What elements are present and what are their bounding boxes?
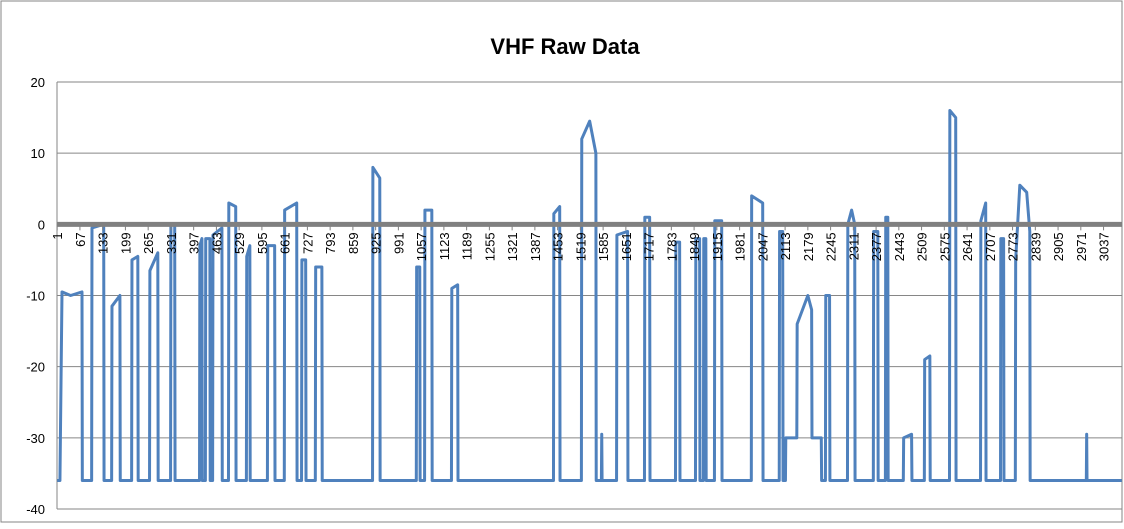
x-tick-label: 2377 [869, 232, 884, 261]
x-tick-label: 2443 [892, 232, 907, 261]
x-tick-label: 2707 [983, 232, 998, 261]
x-tick-label: 397 [187, 232, 202, 254]
x-tick-label: 2971 [1074, 232, 1089, 261]
y-tick-label: 10 [31, 146, 45, 161]
x-tick-label: 1651 [619, 232, 634, 261]
x-tick-label: 1981 [733, 232, 748, 261]
x-tick-label: 3037 [1097, 232, 1112, 261]
y-tick-label: -40 [26, 502, 45, 517]
x-tick-label: 2311 [846, 232, 861, 260]
x-tick-label: 859 [346, 232, 361, 254]
x-tick-label: 1915 [710, 232, 725, 261]
x-tick-label: 1717 [642, 232, 657, 261]
y-tick-label: 0 [38, 217, 45, 232]
x-tick-label: 331 [164, 232, 179, 254]
x-tick-label: 2575 [937, 232, 952, 261]
x-tick-label: 199 [118, 232, 133, 254]
x-tick-label: 2905 [1051, 232, 1066, 261]
y-tick-label: 20 [31, 75, 45, 90]
x-tick-label: 1453 [551, 232, 566, 261]
x-tick-label: 2245 [824, 232, 839, 261]
x-tick-label: 2509 [915, 232, 930, 261]
x-tick-label: 661 [278, 232, 293, 254]
x-tick-label: 925 [369, 232, 384, 254]
x-tick-label: 1519 [573, 232, 588, 261]
x-tick-label: 1585 [596, 232, 611, 261]
x-tick-label: 1189 [460, 232, 475, 260]
data-line [57, 108, 1122, 483]
x-tick-label: 1057 [414, 232, 429, 261]
x-tick-label: 1 [50, 232, 65, 239]
x-tick-label: 2773 [1006, 232, 1021, 261]
x-tick-label: 529 [232, 232, 247, 254]
x-tick-label: 595 [255, 232, 270, 254]
y-tick-label: -20 [26, 360, 45, 375]
x-tick-label: 1321 [505, 232, 520, 261]
x-tick-label: 1783 [664, 232, 679, 261]
x-tick-label: 1387 [528, 232, 543, 261]
x-tick-label: 793 [323, 232, 338, 254]
x-tick-label: 1123 [437, 232, 452, 260]
x-tick-label: 133 [96, 232, 111, 254]
y-tick-label: -10 [26, 289, 45, 304]
x-tick-label: 1255 [482, 232, 497, 261]
x-tick-label: 1849 [687, 232, 702, 261]
x-tick-label: 265 [141, 232, 156, 254]
x-tick-label: 727 [300, 232, 315, 254]
x-tick-label: 2839 [1028, 232, 1043, 261]
y-tick-label: -30 [26, 431, 45, 446]
x-tick-label: 991 [391, 232, 406, 254]
x-tick-label: 2047 [755, 232, 770, 261]
x-tick-label: 463 [209, 232, 224, 254]
x-tick-label: 2113 [778, 232, 793, 260]
x-tick-label: 67 [73, 232, 88, 246]
x-tick-label: 2179 [801, 232, 816, 261]
x-tick-label: 2641 [960, 232, 975, 261]
chart-title: VHF Raw Data [490, 34, 640, 59]
